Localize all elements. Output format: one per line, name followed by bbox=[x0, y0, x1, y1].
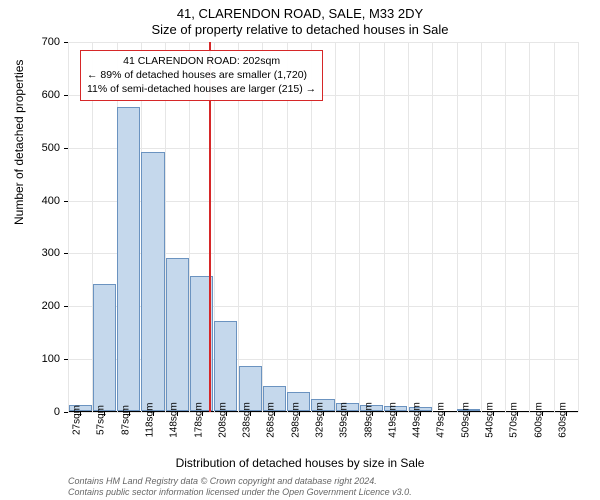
y-tick-label: 300 bbox=[20, 247, 60, 259]
chart-plot-area: 010020030040050060070027sqm57sqm87sqm118… bbox=[68, 42, 578, 412]
grid-line-h bbox=[68, 148, 578, 149]
grid-line-v bbox=[359, 42, 360, 412]
x-tick-label: 540sqm bbox=[485, 402, 496, 438]
grid-line-h bbox=[68, 42, 578, 43]
histogram-bar bbox=[141, 152, 164, 411]
annotation-line: 11% of semi-detached houses are larger (… bbox=[87, 82, 316, 96]
x-tick-label: 298sqm bbox=[290, 402, 301, 438]
x-tick-label: 570sqm bbox=[509, 402, 520, 438]
grid-line-v bbox=[529, 42, 530, 412]
footer-attribution-2: Contains public sector information licen… bbox=[68, 487, 412, 497]
x-tick-label: 87sqm bbox=[120, 405, 131, 435]
x-tick-label: 268sqm bbox=[266, 402, 277, 438]
grid-line-v bbox=[68, 42, 69, 412]
x-tick-label: 449sqm bbox=[412, 402, 423, 438]
grid-line-v bbox=[457, 42, 458, 412]
annotation-line: 41 CLARENDON ROAD: 202sqm bbox=[87, 54, 316, 68]
chart-title-line2: Size of property relative to detached ho… bbox=[0, 22, 600, 37]
grid-line-v bbox=[505, 42, 506, 412]
x-tick-label: 238sqm bbox=[242, 402, 253, 438]
annotation-line: ← 89% of detached houses are smaller (1,… bbox=[87, 68, 316, 82]
histogram-bar bbox=[166, 258, 189, 411]
chart-title-line1: 41, CLARENDON ROAD, SALE, M33 2DY bbox=[0, 6, 600, 21]
x-tick-label: 148sqm bbox=[169, 402, 180, 438]
grid-line-v bbox=[432, 42, 433, 412]
y-tick-mark bbox=[64, 412, 68, 413]
y-tick-label: 600 bbox=[20, 89, 60, 101]
footer-attribution-1: Contains HM Land Registry data © Crown c… bbox=[68, 476, 377, 486]
x-tick-label: 27sqm bbox=[72, 405, 83, 435]
x-tick-label: 389sqm bbox=[363, 402, 374, 438]
grid-line-v bbox=[578, 42, 579, 412]
annotation-box: 41 CLARENDON ROAD: 202sqm← 89% of detach… bbox=[80, 50, 323, 101]
x-tick-label: 509sqm bbox=[460, 402, 471, 438]
x-tick-label: 329sqm bbox=[315, 402, 326, 438]
histogram-bar bbox=[93, 284, 116, 411]
x-tick-label: 118sqm bbox=[145, 403, 156, 438]
x-tick-label: 419sqm bbox=[387, 402, 398, 438]
x-tick-label: 479sqm bbox=[436, 402, 447, 438]
y-tick-label: 200 bbox=[20, 300, 60, 312]
y-tick-label: 700 bbox=[20, 36, 60, 48]
x-tick-label: 600sqm bbox=[533, 402, 544, 438]
x-tick-label: 178sqm bbox=[193, 402, 204, 438]
x-tick-label: 630sqm bbox=[557, 402, 568, 438]
histogram-bar bbox=[214, 321, 237, 411]
grid-line-v bbox=[408, 42, 409, 412]
grid-line-v bbox=[335, 42, 336, 412]
y-tick-label: 500 bbox=[20, 142, 60, 154]
x-tick-label: 208sqm bbox=[217, 402, 228, 438]
x-axis-label: Distribution of detached houses by size … bbox=[0, 456, 600, 470]
y-tick-label: 0 bbox=[20, 406, 60, 418]
y-tick-label: 100 bbox=[20, 353, 60, 365]
y-tick-label: 400 bbox=[20, 195, 60, 207]
grid-line-v bbox=[481, 42, 482, 412]
grid-line-v bbox=[554, 42, 555, 412]
grid-line-v bbox=[384, 42, 385, 412]
x-tick-label: 359sqm bbox=[339, 402, 350, 438]
histogram-bar bbox=[117, 107, 140, 411]
x-tick-label: 57sqm bbox=[96, 405, 107, 435]
